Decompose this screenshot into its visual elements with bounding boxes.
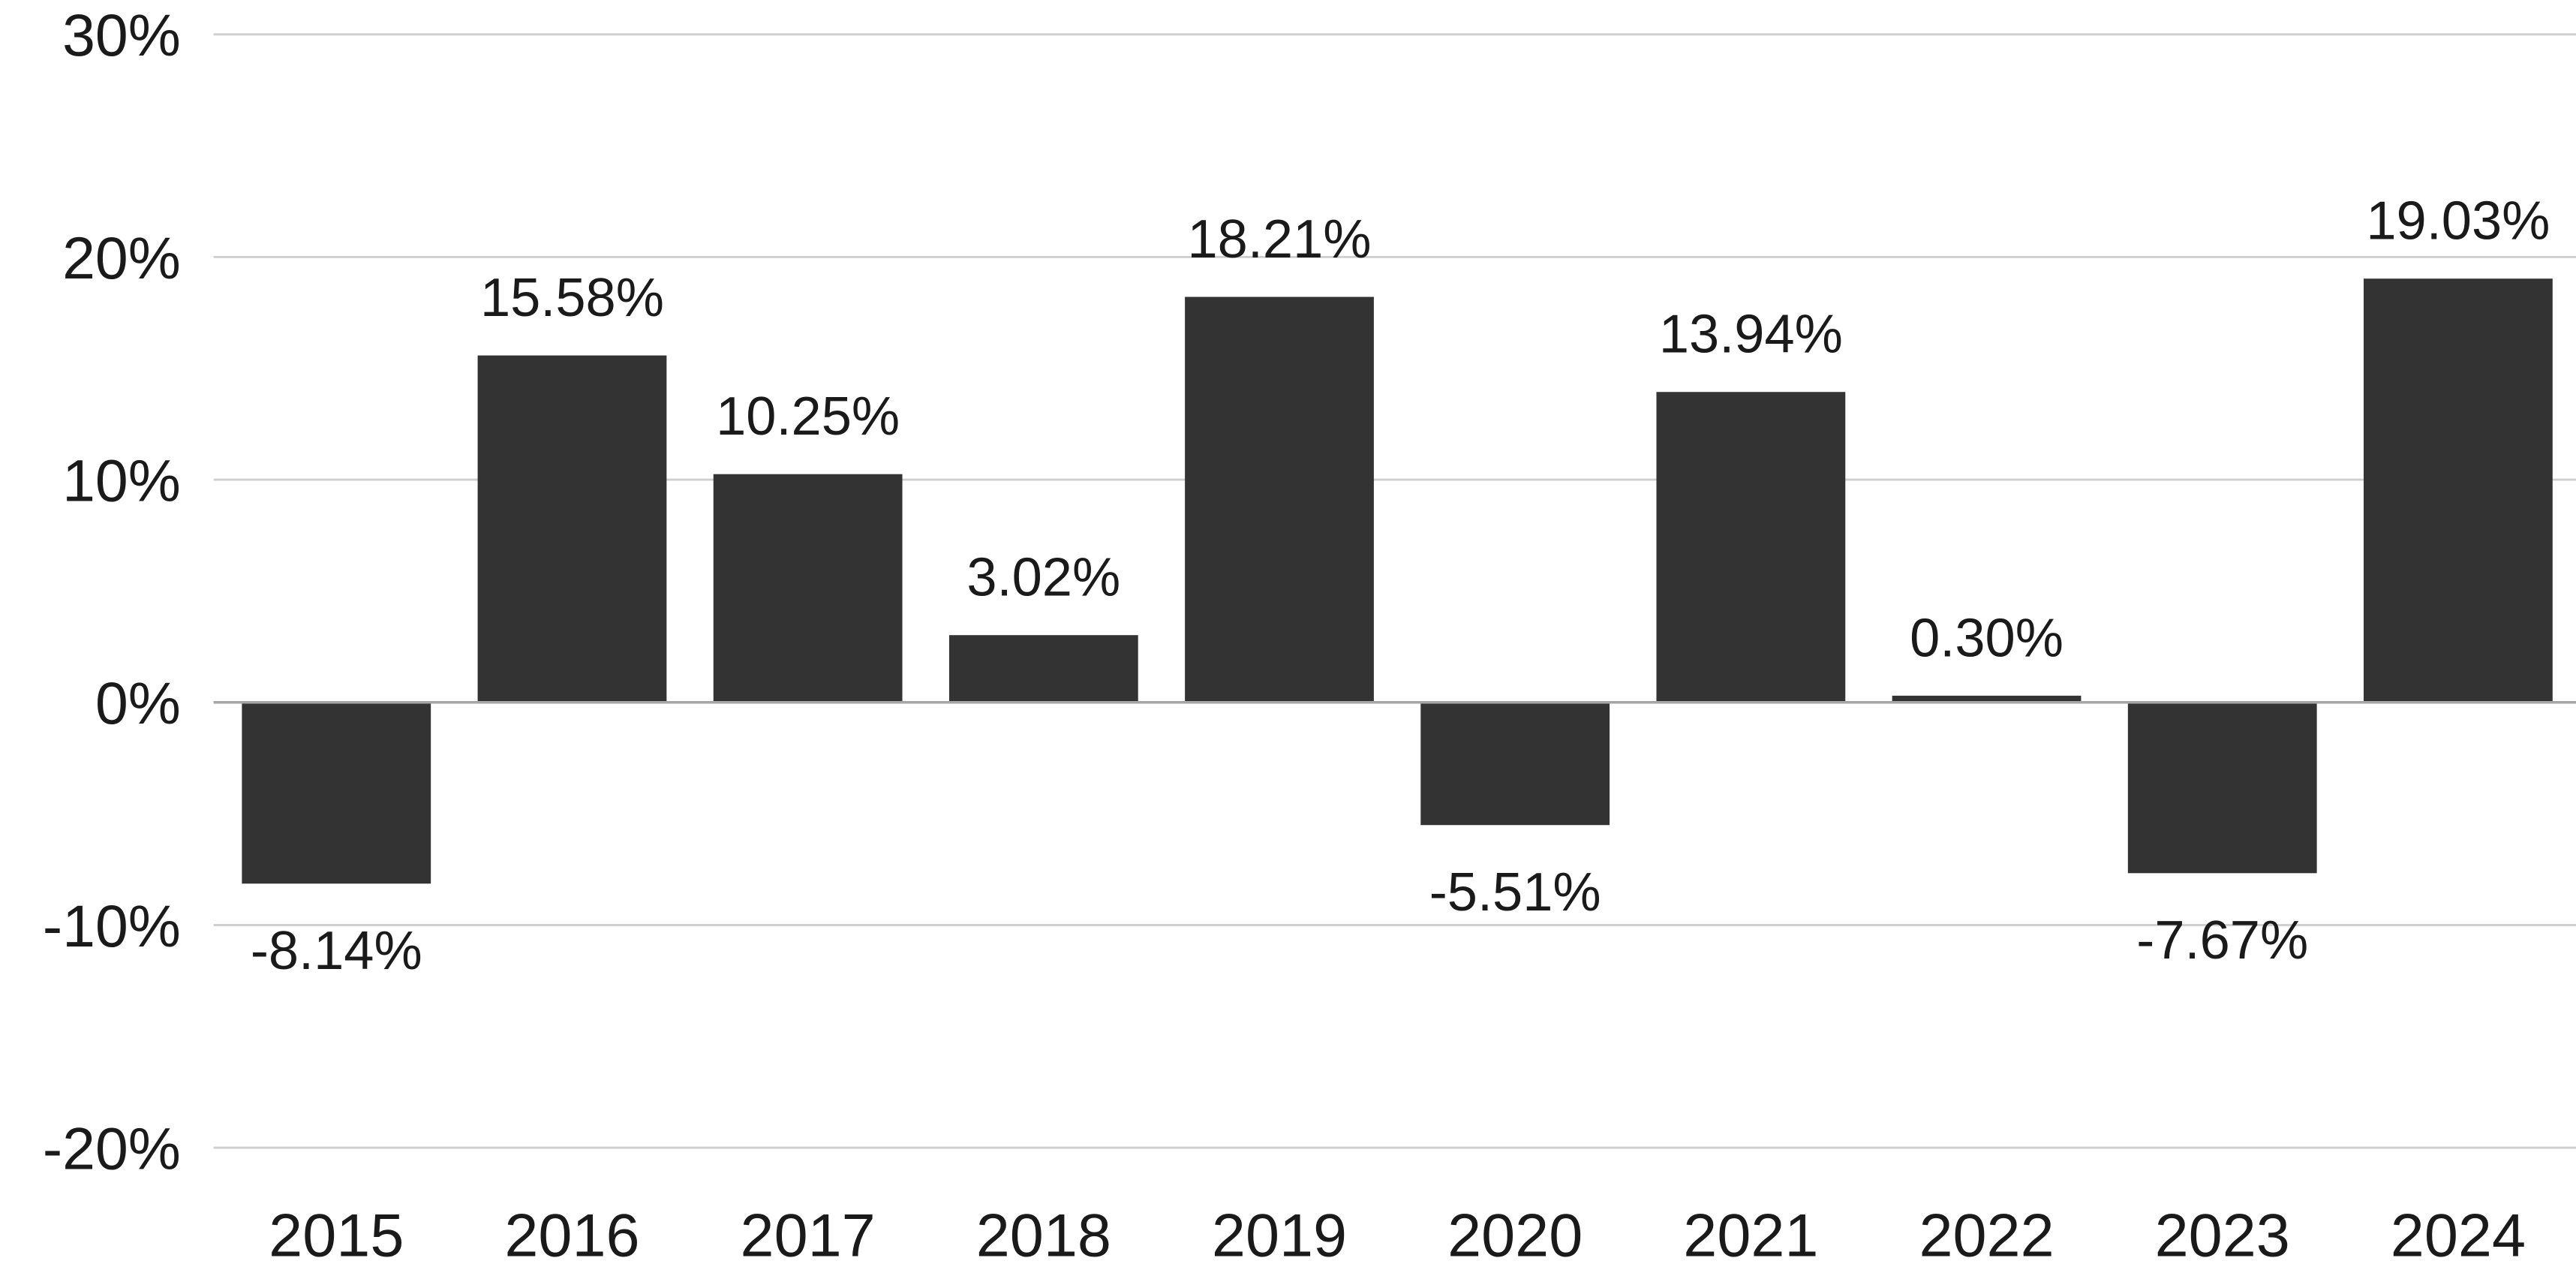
x-tick-label-2015: 2015 (269, 1202, 404, 1270)
data-label-2016: 15.58% (480, 268, 664, 328)
bar-2015 (242, 702, 431, 884)
data-label-2022: 0.30% (1910, 608, 2064, 668)
y-tick-label: -20% (43, 1116, 181, 1182)
data-label-2018: 3.02% (966, 548, 1120, 608)
x-tick-label-2024: 2024 (2391, 1202, 2526, 1270)
data-label-2024: 19.03% (2366, 191, 2550, 251)
bar-2021 (1656, 392, 1846, 703)
x-tick-label-2023: 2023 (2155, 1202, 2290, 1270)
x-tick-label-2020: 2020 (1447, 1202, 1583, 1270)
bar-2016 (477, 355, 667, 703)
bar-2017 (713, 474, 903, 703)
bar-2023 (2127, 702, 2317, 874)
x-tick-label-2022: 2022 (1919, 1202, 2054, 1270)
x-tick-label-2016: 2016 (504, 1202, 639, 1270)
y-tick-label: 10% (62, 448, 181, 514)
bar-2022 (1892, 695, 2082, 703)
bar-2018 (948, 635, 1138, 703)
x-tick-label-2018: 2018 (976, 1202, 1111, 1270)
x-tick-label-2017: 2017 (741, 1202, 876, 1270)
y-tick-label: 0% (95, 670, 181, 736)
x-tick-label-2019: 2019 (1212, 1202, 1347, 1270)
y-tick-label: 30% (62, 2, 181, 68)
y-tick-label: -10% (43, 893, 181, 959)
y-tick-label: 20% (62, 225, 181, 291)
data-label-2019: 18.21% (1187, 209, 1371, 269)
bar-2024 (2364, 278, 2553, 703)
bar-2020 (1420, 702, 1610, 826)
data-label-2017: 10.25% (716, 387, 900, 447)
data-label-2020: -5.51% (1429, 862, 1601, 922)
bar-2019 (1185, 296, 1374, 703)
data-label-2021: 13.94% (1659, 305, 1843, 365)
data-label-2023: -7.67% (2136, 910, 2308, 971)
x-tick-label-2021: 2021 (1683, 1202, 1818, 1270)
data-label-2015: -8.14% (251, 921, 422, 981)
